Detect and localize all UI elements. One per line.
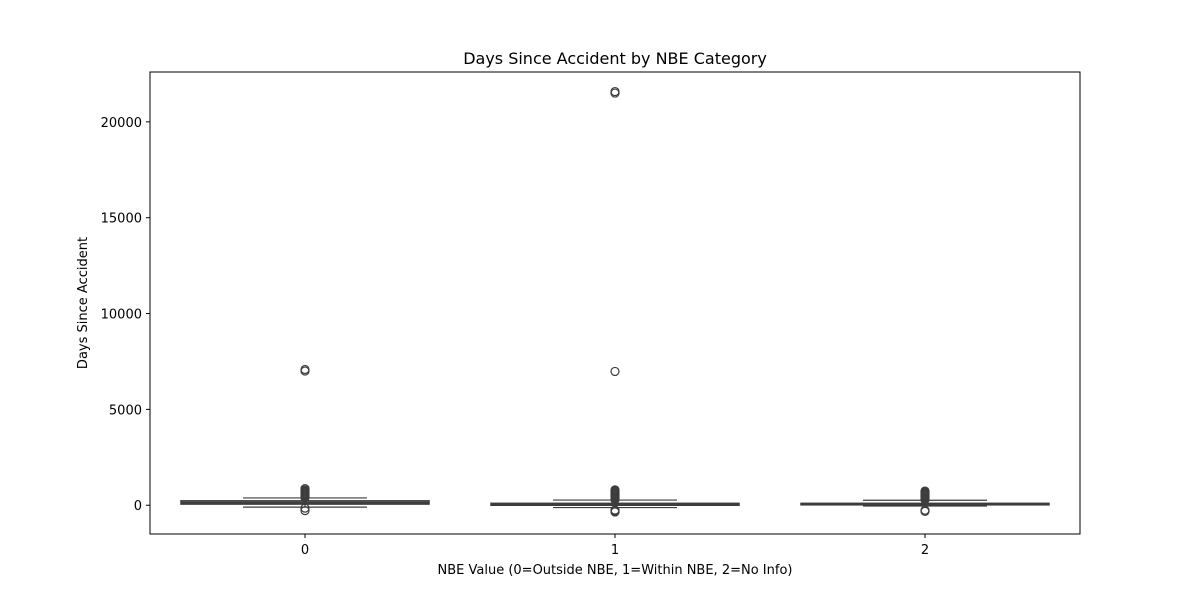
outlier-point (610, 366, 620, 377)
y-tick-label: 0 (134, 499, 142, 514)
y-tick-label: 5000 (109, 403, 142, 418)
x-tick-label: 0 (301, 543, 309, 558)
outlier-point (610, 485, 620, 495)
outlier-point (300, 503, 310, 513)
box-group (180, 364, 430, 516)
outlier-point (920, 486, 930, 496)
y-tick-label: 10000 (101, 308, 142, 323)
box-group (800, 486, 1050, 516)
box-group (490, 86, 740, 517)
outlier-point (610, 86, 620, 97)
outlier-point (300, 483, 310, 494)
outlier-point (610, 505, 620, 515)
outlier-point (300, 506, 310, 516)
y-tick-label: 20000 (101, 116, 142, 131)
outlier-point (300, 364, 310, 375)
x-tick-label: 1 (611, 543, 619, 558)
chart-title: Days Since Accident by NBE Category (463, 49, 767, 68)
y-axis: 0 5000 10000 15000 20000 (101, 116, 150, 514)
y-tick-label: 15000 (101, 212, 142, 227)
outlier-point (920, 505, 930, 515)
x-axis: 0 1 2 (301, 534, 929, 558)
y-axis-label: Days Since Accident (76, 237, 91, 369)
plot-area-frame (149, 71, 1081, 535)
boxes (180, 86, 1050, 517)
x-axis-label: NBE Value (0=Outside NBE, 1=Within NBE, … (438, 563, 793, 578)
x-tick-label: 2 (921, 543, 929, 558)
